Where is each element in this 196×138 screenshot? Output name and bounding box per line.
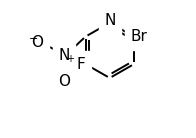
Text: +: +: [66, 54, 74, 64]
Text: O: O: [31, 35, 43, 50]
Text: −: −: [29, 34, 38, 44]
Text: N: N: [58, 48, 70, 63]
Text: N: N: [104, 13, 115, 28]
Text: F: F: [77, 57, 85, 72]
Text: O: O: [58, 74, 70, 89]
Text: Br: Br: [131, 29, 148, 44]
